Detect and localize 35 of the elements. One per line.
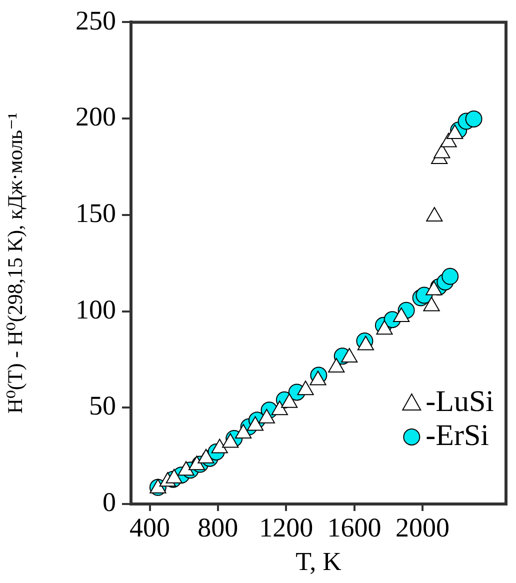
x-tick-label: 800 <box>198 512 238 542</box>
point <box>297 380 314 396</box>
y-axis-title: H⁰(T) - H⁰(298,15 K), кДж·моль⁻¹ <box>3 112 28 414</box>
y-tick-label: 150 <box>76 198 116 228</box>
y-tick-label: 250 <box>76 5 116 36</box>
y-tick-label: 50 <box>89 390 116 421</box>
point <box>222 433 239 448</box>
point <box>426 280 442 296</box>
y-tick-label: 0 <box>102 487 116 518</box>
point <box>281 393 298 408</box>
point <box>465 110 482 128</box>
point <box>357 336 374 350</box>
point <box>341 348 358 363</box>
point <box>211 438 228 454</box>
point <box>258 408 275 424</box>
point <box>188 456 206 470</box>
y-tick-label: 200 <box>76 102 116 132</box>
point <box>198 448 214 464</box>
point <box>178 461 194 476</box>
x-tick-label: 1200 <box>259 512 314 542</box>
point <box>235 424 252 438</box>
legend-label: -ErSi <box>426 418 489 452</box>
point <box>271 400 288 416</box>
x-tick-label: 2000 <box>395 512 450 542</box>
point <box>442 268 459 285</box>
point <box>310 370 326 386</box>
legend-label: -LuSi <box>426 384 494 418</box>
point <box>246 416 264 431</box>
point <box>393 308 410 322</box>
x-axis-title: T, K <box>296 547 342 576</box>
y-tick-label: 100 <box>76 294 116 324</box>
x-tick-label: 1600 <box>327 512 382 542</box>
x-tick-label: 400 <box>130 512 170 542</box>
point <box>376 320 393 335</box>
point <box>166 468 182 484</box>
